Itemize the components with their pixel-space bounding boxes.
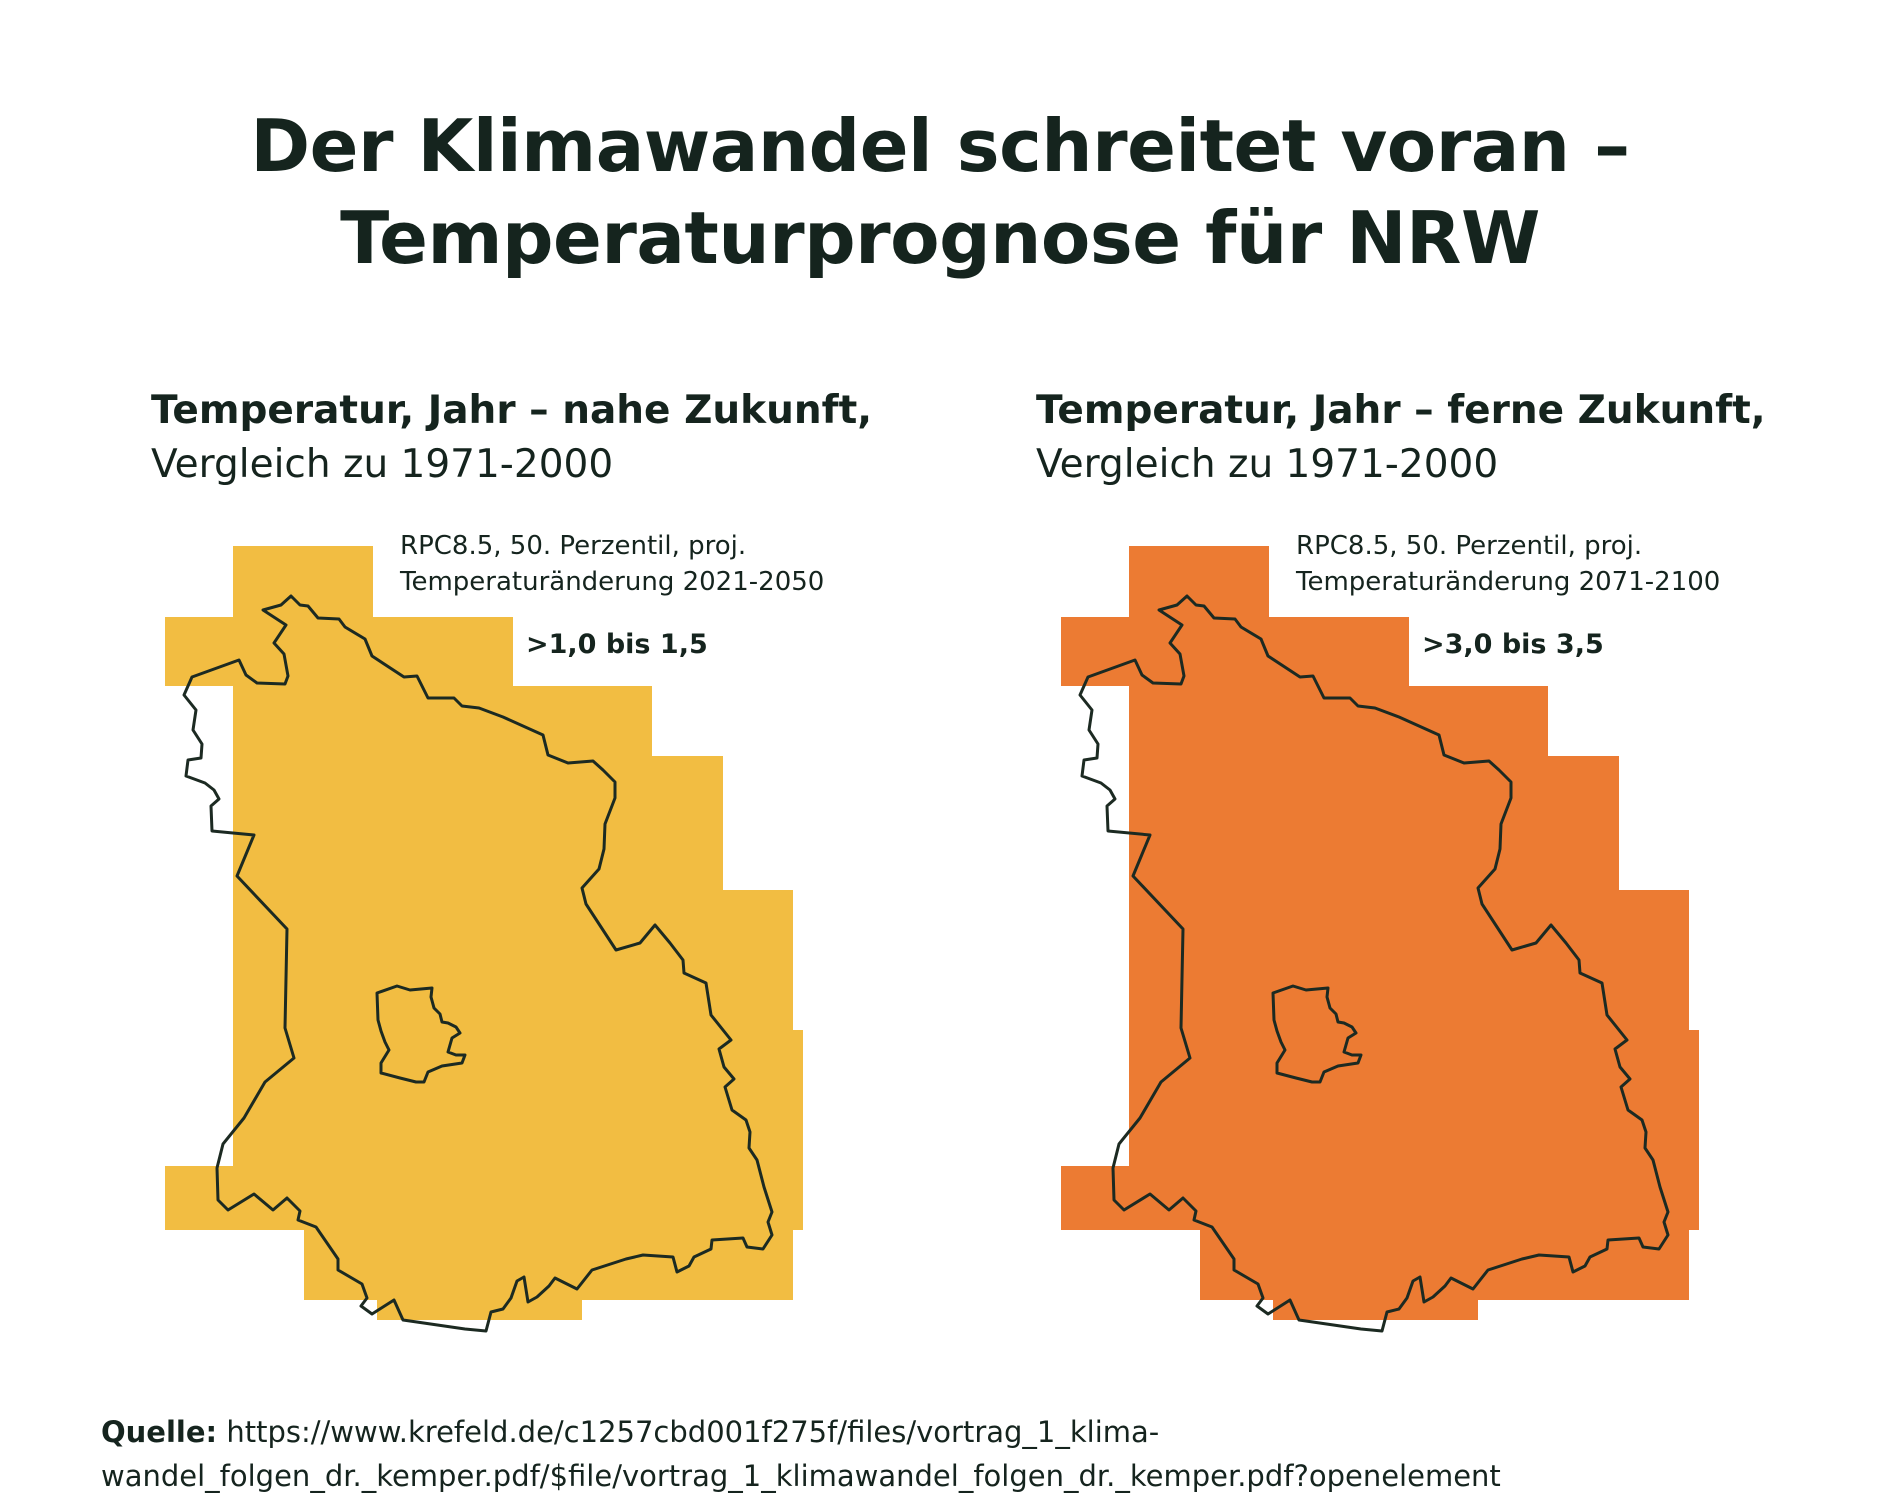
legend-value-label: >1,0 bis 1,5 [526,629,708,660]
map-near-future: RPC8.5, 50. Perzentil, proj. Temperaturä… [165,531,824,1333]
source-citation: Quelle: https://www.krefeld.de/c1257cbd0… [101,1410,1801,1498]
source-line-1: Quelle: https://www.krefeld.de/c1257cbd0… [101,1410,1801,1454]
panel-heading-regular: Vergleich zu 1971-2000 [1036,442,1499,487]
nrw-outline [182,594,774,1333]
panel-heading-far-future: Temperatur, Jahr – ferne Zukunft, Vergle… [1036,384,1766,492]
nrw-outline [1078,594,1670,1333]
map-note-line-1: RPC8.5, 50. Perzentil, proj. [1296,531,1642,561]
legend-value-label: >3,0 bis 3,5 [1422,629,1604,660]
page-title-line-2: Temperaturprognose für NRW [340,196,1540,280]
panel-heading-near-future: Temperatur, Jahr – nahe Zukunft, Verglei… [151,384,872,492]
map-note-line-1: RPC8.5, 50. Perzentil, proj. [400,531,746,561]
panel-heading-regular: Vergleich zu 1971-2000 [151,442,614,487]
panel-heading-bold: Temperatur, Jahr – ferne Zukunft, [1036,388,1766,433]
source-url-part-2[interactable]: wandel_folgen_dr._kemper.pdf/$file/vortr… [101,1459,1501,1493]
source-url-part-1[interactable]: https://www.krefeld.de/c1257cbd001f275f/… [226,1415,1160,1449]
page-title-line-1: Der Klimawandel schreitet voran – [250,104,1630,188]
panel-heading-bold: Temperatur, Jahr – nahe Zukunft, [151,388,873,433]
map-note-line-2: Temperaturänderung 2021-2050 [399,567,824,597]
source-label: Quelle: [101,1415,218,1449]
grid-fill-area [1061,546,1699,1320]
grid-fill-area [165,546,803,1320]
page-title: Der Klimawandel schreitet voran – Temper… [0,100,1880,284]
map-note-line-2: Temperaturänderung 2071-2100 [1295,567,1720,597]
map-far-future: RPC8.5, 50. Perzentil, proj. Temperaturä… [1061,531,1720,1333]
